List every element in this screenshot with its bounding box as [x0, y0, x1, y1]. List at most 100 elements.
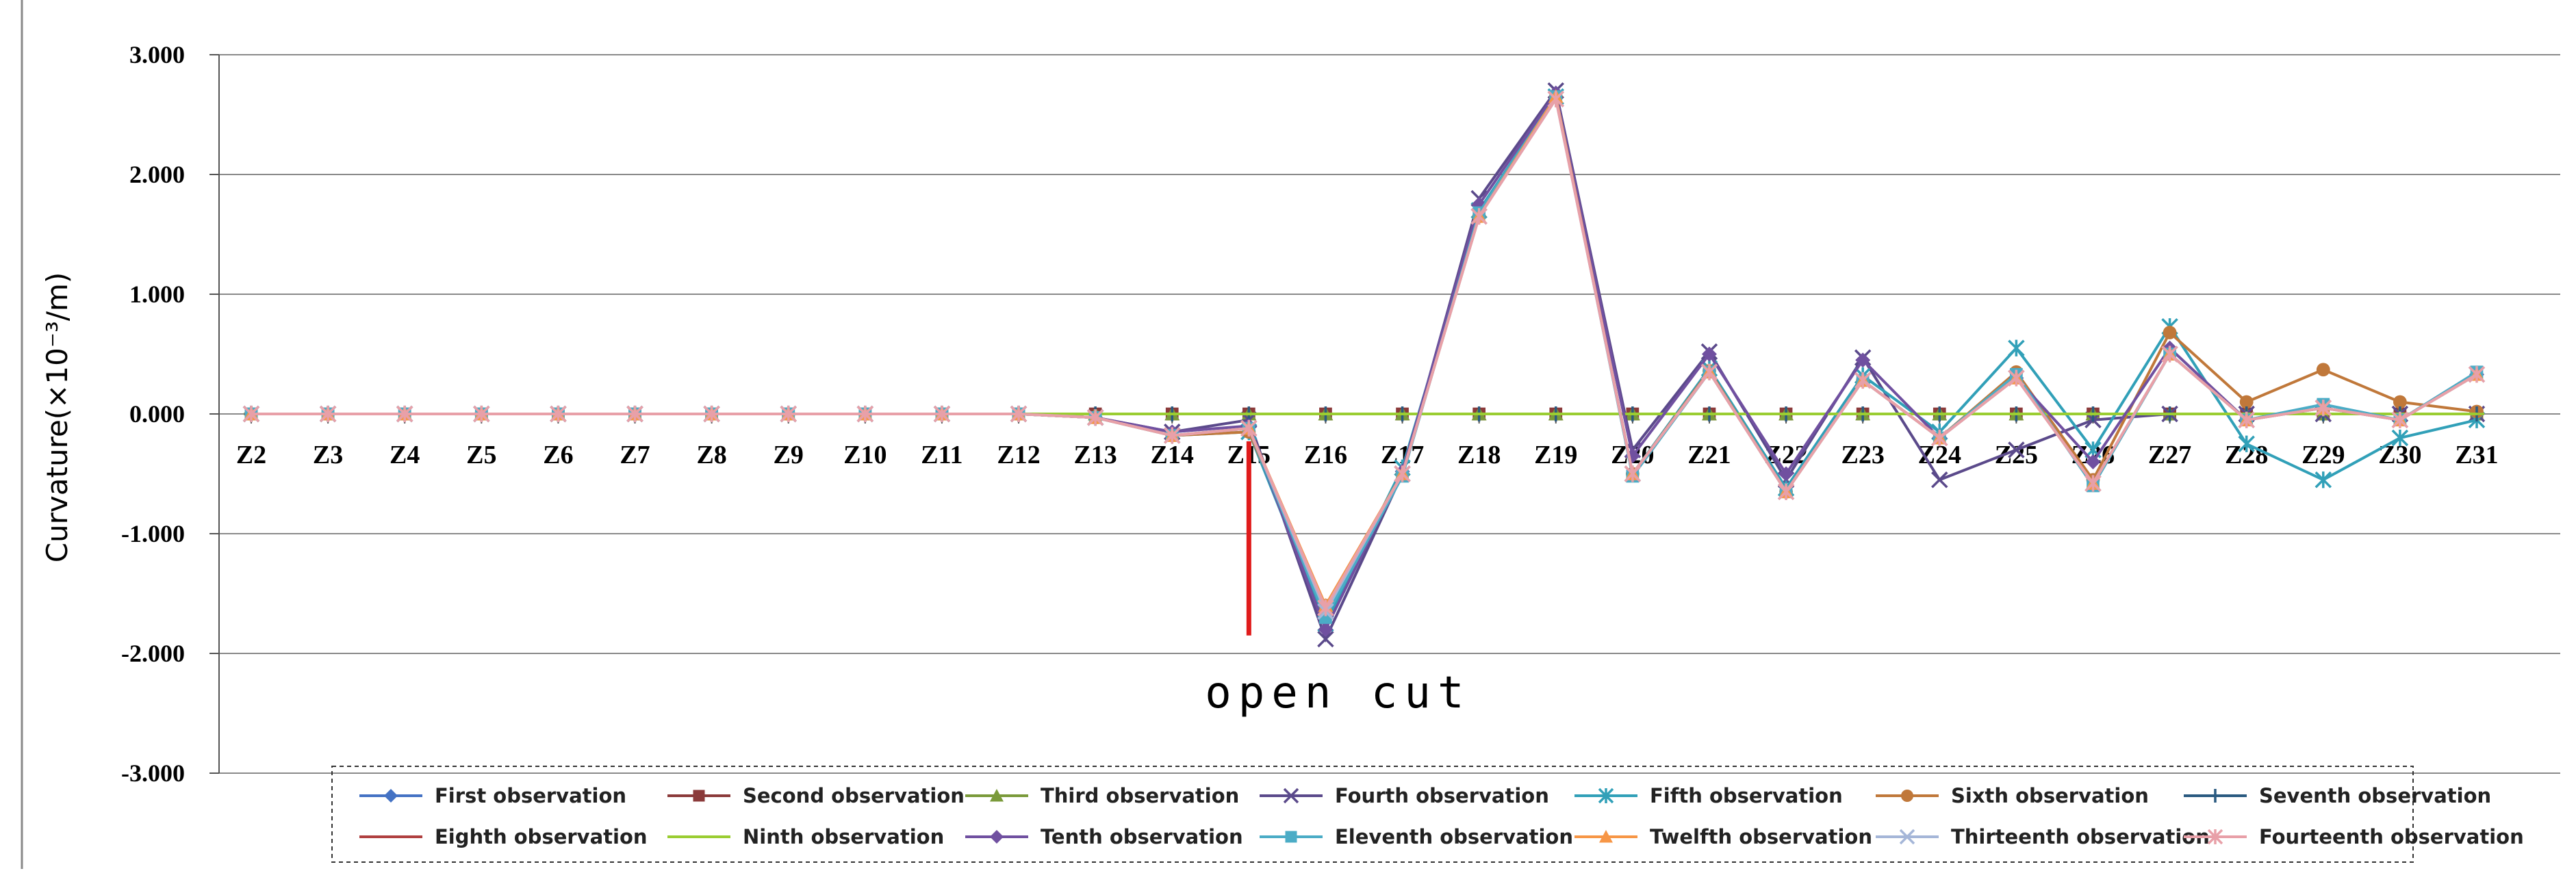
data-point — [396, 405, 413, 423]
x-tick-label: Z31 — [2455, 441, 2498, 469]
x-tick-label: Z29 — [2301, 441, 2345, 469]
data-point — [1901, 790, 1913, 802]
legend-item: Sixth observation — [1876, 784, 2149, 807]
legend-label: Twelfth observation — [1650, 825, 1872, 848]
data-point — [1701, 346, 1717, 362]
data-point — [2161, 346, 2178, 363]
data-point — [2391, 429, 2409, 447]
legend-label: Eleventh observation — [1335, 825, 1573, 848]
data-point — [1010, 405, 1028, 423]
data-point — [1394, 465, 1411, 482]
x-tick-label: Z4 — [390, 441, 420, 469]
legend-item: Eighth observation — [359, 825, 648, 848]
x-tick-label: Z16 — [1304, 441, 1347, 469]
y-tick-label: 3.000 — [129, 41, 185, 68]
legend-item: Thirteenth observation — [1876, 825, 2210, 848]
data-point — [473, 405, 490, 423]
data-point — [626, 405, 643, 423]
legend-item: Tenth observation — [965, 825, 1243, 848]
data-point — [1599, 830, 1613, 843]
legend-item: Third observation — [965, 784, 1239, 807]
data-point — [1931, 429, 1948, 447]
data-point — [1547, 90, 1564, 107]
data-point — [1598, 788, 1614, 804]
x-tick-label: Z13 — [1073, 441, 1117, 469]
data-point — [1700, 363, 1718, 380]
data-point — [1240, 419, 1258, 437]
open-cut-annotation: open cut — [1205, 668, 1470, 718]
data-point — [242, 405, 260, 423]
legend-label: Fourteenth observation — [2259, 825, 2524, 848]
x-tick-label: Z23 — [1841, 441, 1884, 469]
y-tick-label: 1.000 — [129, 281, 185, 308]
data-point — [1470, 208, 1488, 225]
legend-item: Ninth observation — [667, 825, 944, 848]
data-point — [2084, 475, 2102, 492]
data-point — [703, 405, 720, 423]
data-point — [1317, 599, 1334, 616]
y-tick-label: 0.000 — [129, 400, 185, 428]
legend-item: Fourth observation — [1260, 784, 1549, 807]
data-point — [384, 789, 398, 803]
legend-item: Seventh observation — [2184, 784, 2491, 807]
legend-item: Twelfth observation — [1574, 825, 1872, 848]
data-point — [550, 405, 567, 423]
x-tick-label: Z18 — [1457, 441, 1501, 469]
x-tick-label: Z8 — [696, 441, 726, 469]
y-tick-label: -2.000 — [121, 640, 185, 667]
series-lines — [242, 82, 2486, 648]
data-point — [1317, 630, 1334, 648]
x-tick-label: Z27 — [2148, 441, 2191, 469]
legend-label: Thirteenth observation — [1951, 825, 2210, 848]
data-point — [2008, 441, 2025, 458]
data-point — [990, 830, 1004, 844]
legend-label: Ninth observation — [743, 825, 944, 848]
data-point — [1854, 372, 1872, 389]
x-tick-label: Z11 — [921, 441, 962, 469]
x-tick-label: Z9 — [774, 441, 804, 469]
legend-frame — [331, 766, 2414, 863]
data-point — [1318, 622, 1334, 637]
data-point — [2208, 789, 2222, 803]
y-axis-ticks: 3.000 2.000 1.000 0.000 -1.000 -2.000 -3.000 — [121, 41, 185, 787]
data-point — [1164, 427, 1181, 444]
legend-label: Fifth observation — [1650, 784, 1843, 807]
legend-item: Eleventh observation — [1260, 825, 1573, 848]
data-point — [2238, 411, 2255, 428]
y-tick-label: -1.000 — [121, 520, 185, 547]
data-point — [2008, 369, 2025, 387]
x-tick-label: Z12 — [997, 441, 1040, 469]
data-point — [1855, 352, 1871, 368]
data-point — [2316, 363, 2330, 377]
data-point — [2207, 829, 2223, 845]
legend-item: Fifth observation — [1574, 784, 1843, 807]
data-point — [693, 790, 705, 802]
data-point — [2239, 395, 2254, 409]
data-point — [1778, 466, 1794, 482]
x-tick-label: Z21 — [1687, 441, 1731, 469]
data-point — [2391, 411, 2409, 428]
x-tick-label: Z3 — [313, 441, 343, 469]
data-point — [2314, 400, 2332, 417]
data-point — [2314, 471, 2332, 489]
y-tick-label: 2.000 — [129, 161, 185, 188]
legend-item: Second observation — [667, 784, 965, 807]
data-point — [2008, 339, 2025, 356]
data-point — [1624, 465, 1642, 482]
data-point — [1931, 471, 1948, 489]
x-tick-label: Z6 — [543, 441, 573, 469]
data-point — [2163, 326, 2177, 339]
data-point — [1777, 483, 1795, 500]
x-tick-label: Z2 — [236, 441, 266, 469]
legend-label: First observation — [435, 784, 626, 807]
x-tick-label: Z5 — [466, 441, 496, 469]
data-point — [2393, 395, 2407, 409]
legend: First observation Second observation Third… — [331, 766, 2524, 863]
data-point — [780, 405, 797, 423]
data-point — [1285, 831, 1297, 843]
x-tick-label: Z19 — [1534, 441, 1577, 469]
legend-label: Fourth observation — [1335, 784, 1549, 807]
data-point — [1283, 788, 1299, 804]
legend-label: Eighth observation — [435, 825, 648, 848]
